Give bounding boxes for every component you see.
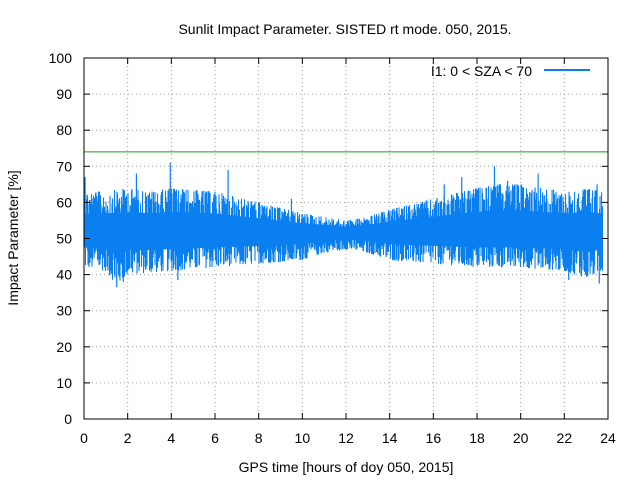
x-tick-label: 22 bbox=[557, 430, 573, 446]
y-tick-label: 10 bbox=[56, 375, 72, 391]
y-tick-label: 20 bbox=[56, 339, 72, 355]
x-tick-label: 18 bbox=[469, 430, 485, 446]
y-tick-label: 0 bbox=[64, 411, 72, 427]
x-axis-label: GPS time [hours of doy 050, 2015] bbox=[239, 459, 454, 475]
legend-label: I1: 0 < SZA < 70 bbox=[431, 63, 532, 79]
x-tick-label: 10 bbox=[295, 430, 311, 446]
y-tick-label: 40 bbox=[56, 267, 72, 283]
x-tick-label: 6 bbox=[211, 430, 219, 446]
x-tick-label: 8 bbox=[255, 430, 263, 446]
y-tick-label: 60 bbox=[56, 194, 72, 210]
x-tick-label: 16 bbox=[426, 430, 442, 446]
chart-title: Sunlit Impact Parameter. SISTED rt mode.… bbox=[178, 21, 511, 37]
y-tick-label: 80 bbox=[56, 122, 72, 138]
y-tick-label: 30 bbox=[56, 303, 72, 319]
x-tick-label: 14 bbox=[382, 430, 398, 446]
y-tick-label: 100 bbox=[49, 50, 73, 66]
x-tick-label: 0 bbox=[80, 430, 88, 446]
x-tick-label: 12 bbox=[338, 430, 354, 446]
y-axis-label: Impact Parameter [%] bbox=[5, 170, 21, 305]
y-tick-label: 50 bbox=[56, 231, 72, 247]
series-band bbox=[83, 162, 604, 288]
x-tick-label: 20 bbox=[513, 430, 529, 446]
x-tick-label: 2 bbox=[124, 430, 132, 446]
series-core bbox=[84, 210, 603, 256]
x-tick-label: 24 bbox=[600, 430, 616, 446]
legend: I1: 0 < SZA < 70 bbox=[431, 63, 590, 79]
tick-labels: 0 2 4 6 8 10 12 14 16 18 20 22 240102030405060708090… bbox=[49, 50, 616, 446]
ticks bbox=[83, 57, 609, 420]
y-tick-label: 70 bbox=[56, 158, 72, 174]
y-tick-label: 90 bbox=[56, 86, 72, 102]
x-tick-label: 4 bbox=[167, 430, 175, 446]
